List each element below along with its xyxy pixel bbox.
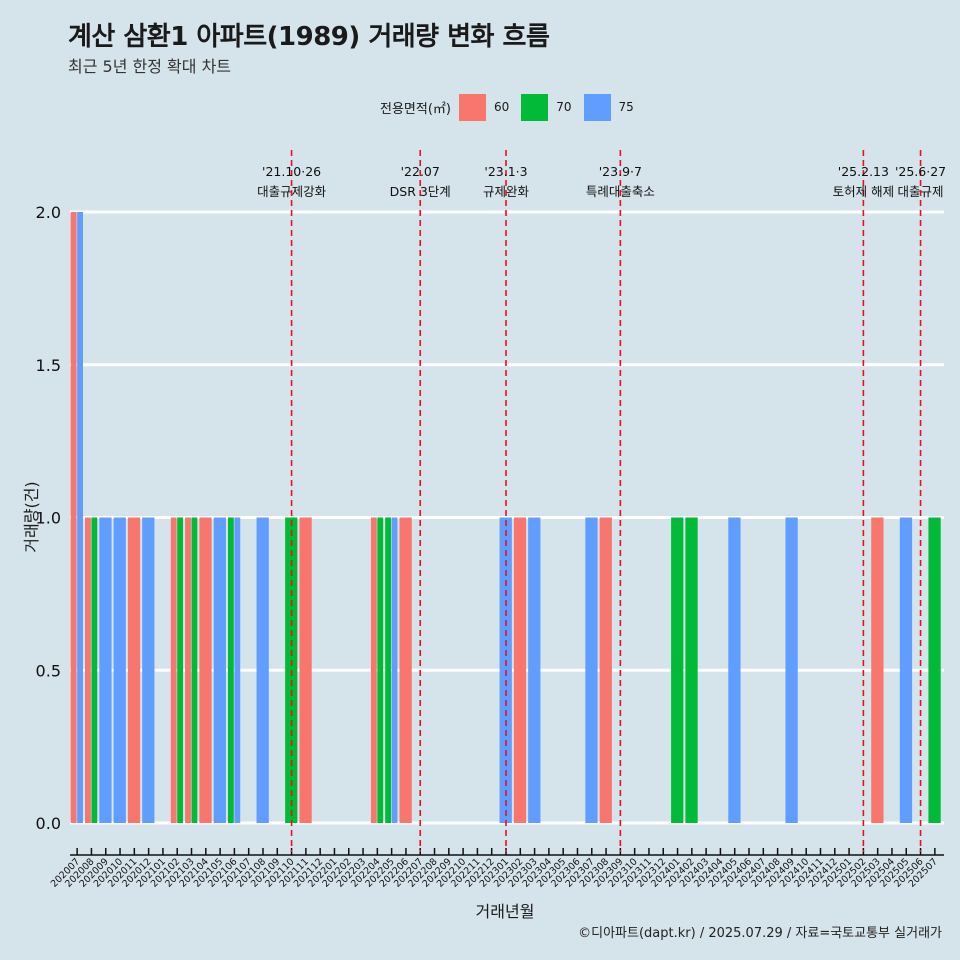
legend-title: 전용면적(㎡) bbox=[380, 101, 451, 117]
bar-70-202402 bbox=[685, 517, 698, 823]
event-date: '23.9·7 bbox=[599, 164, 642, 179]
bar-60-202104 bbox=[199, 517, 212, 823]
bar-70-202204 bbox=[377, 517, 384, 823]
bar-70-202205 bbox=[385, 517, 392, 823]
bar-60-202007 bbox=[70, 212, 77, 823]
bar-75-202007 bbox=[77, 212, 83, 823]
y-tick-label: 1.5 bbox=[36, 356, 61, 375]
bar-60-202102 bbox=[170, 517, 177, 823]
bar-75-202106 bbox=[234, 517, 241, 823]
chart-subtitle: 최근 5년 한정 확대 차트 bbox=[68, 57, 232, 76]
bar-75-202009 bbox=[99, 517, 112, 823]
event-label: 토허제 해제 bbox=[833, 184, 894, 199]
bar-70-202103 bbox=[191, 517, 198, 823]
legend-swatch-60 bbox=[458, 93, 486, 121]
event-date: '21.10·26 bbox=[262, 164, 321, 179]
bar-75-202010 bbox=[113, 517, 126, 823]
bar-75-202307 bbox=[585, 517, 598, 823]
bar-70-202102 bbox=[177, 517, 184, 823]
bar-60-202111 bbox=[299, 517, 312, 823]
bar-60-202204 bbox=[370, 517, 377, 823]
source-caption: ©디아파트(dapt.kr) / 2025.07.29 / 자료=국토교통부 실… bbox=[578, 926, 942, 941]
bar-75-202505 bbox=[899, 517, 913, 823]
bar-60-202308 bbox=[599, 517, 612, 823]
bar-75-202105 bbox=[213, 517, 226, 823]
bar-60-202103 bbox=[185, 517, 191, 823]
legend-label-60: 60 bbox=[493, 100, 510, 114]
legend: 전용면적(㎡) 60 70 75 bbox=[380, 92, 646, 122]
y-tick-label: 0.0 bbox=[36, 814, 61, 833]
event-date: '25.6·27 bbox=[895, 164, 946, 179]
x-axis-title: 거래년월 bbox=[475, 902, 535, 921]
event-date: '22.07 bbox=[401, 164, 440, 179]
bar-70-202507 bbox=[928, 517, 941, 823]
legend-label-70: 70 bbox=[556, 100, 572, 114]
y-tick-label: 0.5 bbox=[36, 661, 61, 680]
event-label: 대출규제강화 bbox=[257, 184, 327, 199]
legend-label-75: 75 bbox=[618, 100, 634, 114]
event-label: 대출규제 bbox=[898, 184, 944, 199]
bar-75-202409 bbox=[785, 517, 798, 823]
bar-60-202206 bbox=[399, 517, 412, 823]
bar-75-202205 bbox=[391, 517, 398, 823]
bar-70-202008 bbox=[91, 517, 98, 823]
y-axis-title: 거래량(건) bbox=[22, 481, 41, 553]
legend-swatch-75 bbox=[583, 93, 611, 121]
bar-60-202302 bbox=[513, 517, 527, 823]
bar-75-202303 bbox=[528, 517, 541, 823]
y-tick-label: 1.0 bbox=[36, 509, 61, 528]
event-label: 특례대출축소 bbox=[586, 184, 655, 199]
event-date: '25.2.13 bbox=[838, 164, 889, 179]
y-tick-label: 2.0 bbox=[36, 203, 61, 222]
bar-75-202012 bbox=[142, 517, 155, 823]
bar-70-202401 bbox=[671, 517, 684, 823]
event-date: '23.1·3 bbox=[484, 164, 527, 179]
bar-60-202008 bbox=[85, 517, 91, 823]
event-label: DSR 3단계 bbox=[390, 184, 451, 199]
bar-75-202108 bbox=[256, 517, 269, 823]
bar-75-202405 bbox=[728, 517, 741, 823]
legend-swatch-70 bbox=[521, 93, 549, 121]
chart-title: 계산 삼환1 아파트(1989) 거래량 변화 흐름 bbox=[68, 22, 550, 52]
bar-70-202106 bbox=[227, 517, 234, 823]
bar-60-202503 bbox=[871, 517, 884, 823]
bar-60-202011 bbox=[127, 517, 141, 823]
event-label: 규제완화 bbox=[483, 184, 530, 199]
